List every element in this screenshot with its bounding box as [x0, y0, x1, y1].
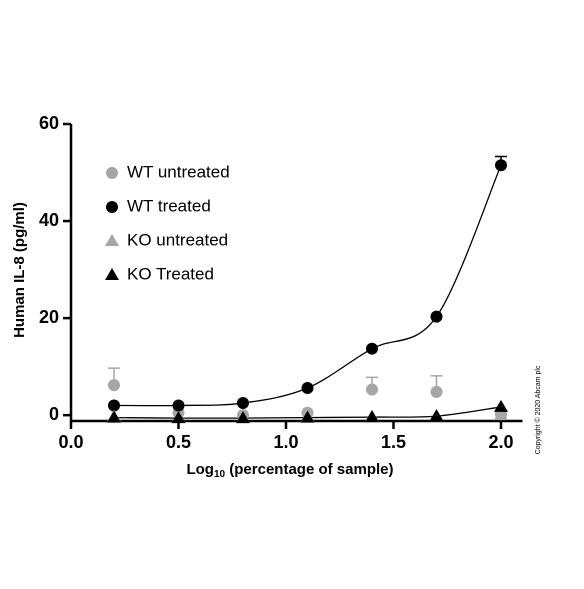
data-point — [301, 382, 314, 394]
x-tick-label: 1.5 — [381, 432, 406, 452]
x-tick-label: 2.0 — [488, 432, 513, 452]
data-point — [429, 409, 444, 422]
y-tick-label: 20 — [39, 307, 59, 327]
x-axis-label: Log10 (percentage of sample) — [186, 461, 393, 480]
y-axis-label: Human IL-8 (pg/ml) — [11, 202, 28, 338]
x-tick-label: 1.0 — [273, 432, 298, 452]
data-point — [430, 310, 443, 323]
data-point — [494, 399, 508, 412]
legend-label: WT untreated — [127, 162, 230, 181]
data-point — [172, 399, 185, 412]
data-point — [430, 385, 443, 398]
x-label-main: Log — [186, 461, 214, 478]
legend-label: KO untreated — [127, 230, 228, 249]
data-point — [108, 379, 120, 392]
legend-marker — [105, 268, 119, 280]
data-point — [495, 159, 507, 172]
data-point — [237, 397, 249, 410]
legend-marker — [106, 201, 118, 213]
data-point — [171, 411, 186, 424]
copyright: Copyright © 2020 Abcam plc — [534, 365, 542, 454]
x-label-sub: 10 — [214, 469, 226, 480]
x-tick-label: 0.0 — [58, 432, 83, 452]
data-point — [107, 410, 121, 423]
y-tick-label: 40 — [39, 210, 59, 230]
y-tick-label: 60 — [39, 113, 59, 133]
legend-label: KO Treated — [127, 264, 214, 283]
legend-label: WT treated — [127, 196, 211, 215]
data-point — [300, 410, 315, 423]
data-point — [365, 410, 379, 423]
x-label-rest: (percentage of sample) — [225, 461, 393, 478]
data-point — [494, 408, 508, 421]
data-point — [366, 342, 378, 355]
legend-marker — [105, 234, 119, 246]
data-point — [236, 411, 250, 424]
x-tick-label: 0.5 — [166, 432, 191, 452]
legend-marker — [106, 167, 118, 179]
data-point — [366, 383, 378, 396]
data-point — [108, 399, 120, 412]
y-tick-label: 0 — [49, 404, 59, 424]
